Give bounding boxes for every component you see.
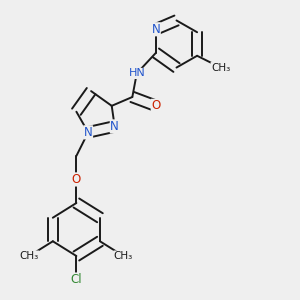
Text: N: N [152, 23, 160, 36]
Text: CH₃: CH₃ [114, 251, 133, 261]
Text: CH₃: CH₃ [20, 251, 39, 261]
Text: HN: HN [128, 68, 145, 78]
Text: Cl: Cl [70, 273, 82, 286]
Text: N: N [110, 120, 119, 133]
Text: CH₃: CH₃ [211, 63, 230, 73]
Text: N: N [84, 126, 92, 139]
Text: O: O [72, 173, 81, 186]
Text: O: O [151, 99, 160, 112]
